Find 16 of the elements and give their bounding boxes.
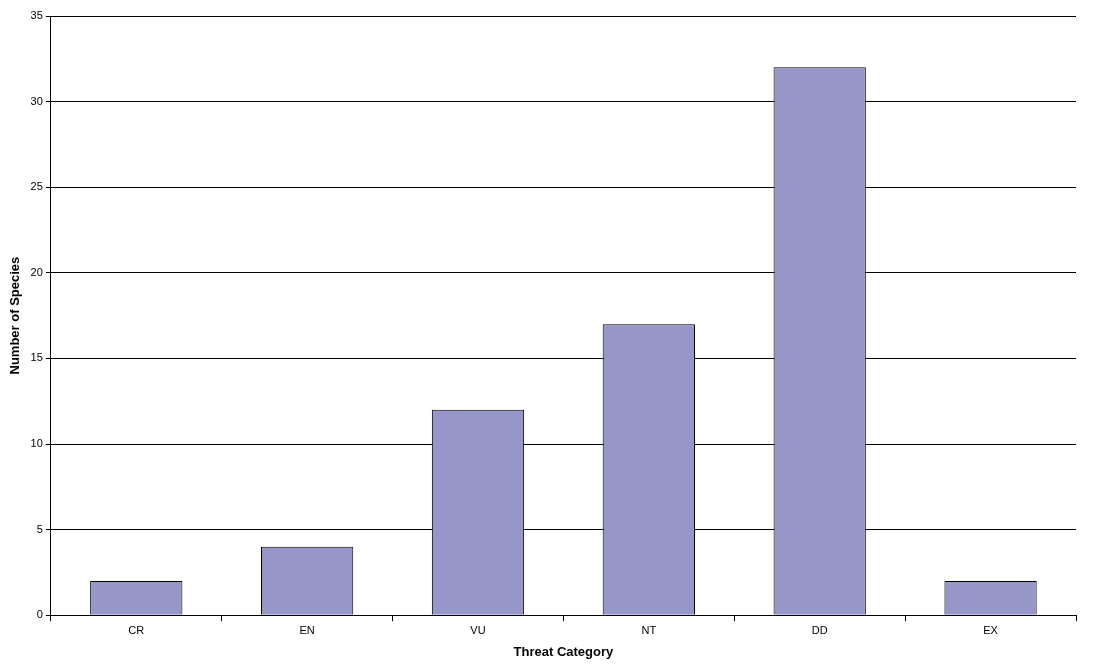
y-tick-label: 15 bbox=[30, 351, 43, 364]
y-tick-label: 0 bbox=[36, 608, 43, 621]
x-tick-label: EN bbox=[299, 623, 315, 636]
y-tick-label: 35 bbox=[30, 9, 43, 22]
y-tick-label: 20 bbox=[30, 265, 43, 278]
y-tick-label: 5 bbox=[36, 522, 43, 535]
y-tick-label: 30 bbox=[30, 94, 43, 107]
x-tick-label: NT bbox=[641, 623, 657, 636]
x-tick-label: EX bbox=[983, 623, 999, 636]
x-axis-title: Threat Category bbox=[513, 643, 615, 659]
x-tick-label: VU bbox=[470, 623, 486, 636]
y-axis-title: Number of Species bbox=[7, 256, 23, 375]
y-tick-label: 10 bbox=[30, 437, 43, 450]
x-tick-label: DD bbox=[811, 623, 828, 636]
y-tick-label: 25 bbox=[30, 180, 43, 193]
x-tick-label: CR bbox=[128, 623, 145, 636]
